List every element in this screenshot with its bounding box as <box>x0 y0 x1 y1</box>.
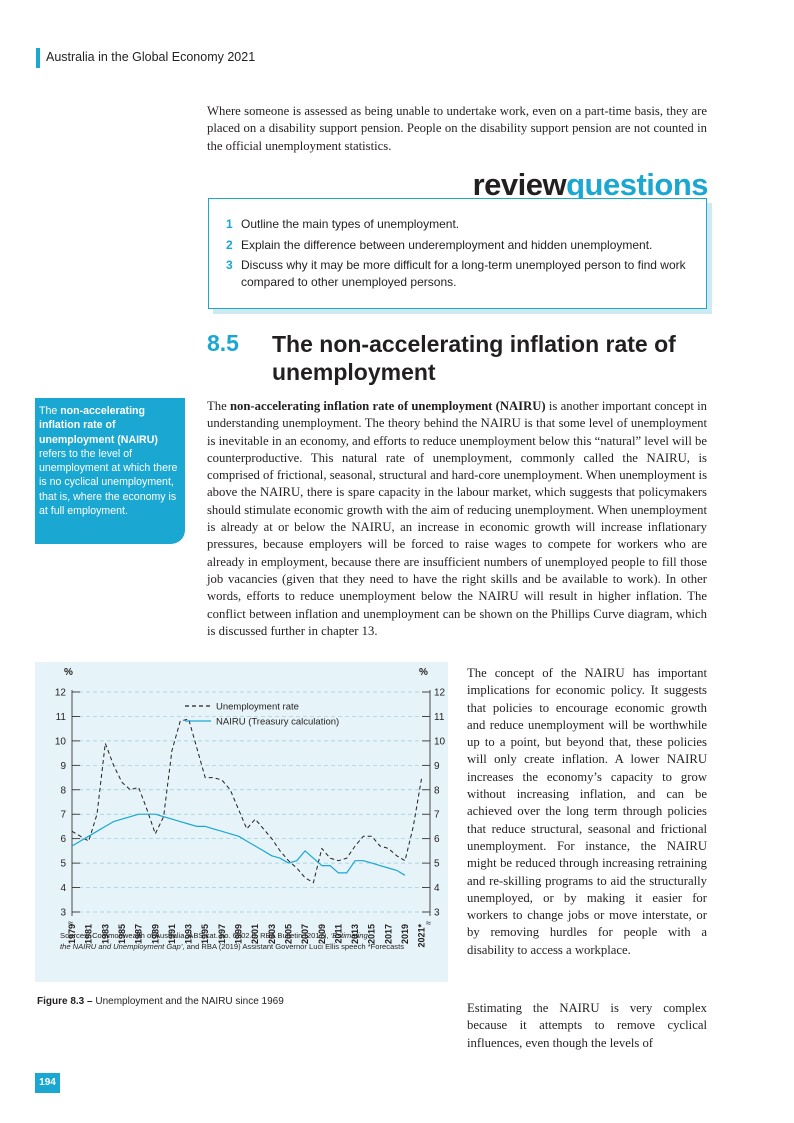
x-tick-label: 2001 <box>250 924 260 944</box>
x-tick-label: 1997 <box>217 924 227 944</box>
y-tick-label-right: 12 <box>434 688 446 699</box>
y-tick-label-right: 10 <box>434 736 446 747</box>
page-number: 194 <box>35 1073 60 1093</box>
y-tick-label-right: 4 <box>434 883 440 894</box>
y-tick-label-right: 11 <box>434 712 445 723</box>
y-tick-label-right: 3 <box>434 908 440 919</box>
main-paragraph: The non-accelerating inflation rate of u… <box>207 398 707 640</box>
figure-caption-text: Unemployment and the NAIRU since 1969 <box>92 996 284 1007</box>
chart-sources: Sources: Commonwealth of Australia, ABS … <box>60 931 368 940</box>
x-tick-label: 2003 <box>267 924 277 944</box>
main-text: is another important concept in understa… <box>207 399 707 638</box>
x-tick-label: 1981 <box>84 924 94 944</box>
definition-text: refers to the level of unemployment at w… <box>39 447 178 518</box>
x-tick-label: 1987 <box>134 924 144 944</box>
x-tick-label: 1995 <box>200 924 210 944</box>
main-term: non-accelerating inflation rate of unemp… <box>229 399 546 413</box>
y-unit-label-left: % <box>64 667 73 678</box>
right-paragraph-2: Estimating the NAIRU is very complex bec… <box>467 1001 707 1050</box>
question-text: Outline the main types of unemployment. <box>241 217 460 231</box>
x-tick-label: 2021* <box>417 924 427 948</box>
y-unit-label-right: % <box>419 667 428 678</box>
legend-entry: Unemployment rate <box>216 702 299 713</box>
definition-lead: The <box>39 405 61 417</box>
chart-panel: ≈ ≈%% 3 3 4 4 5 5 6 6 7 7 8 8 9 9 10 10 11 11 12 12 1979 1981 19… <box>35 662 448 982</box>
review-questions-box <box>208 198 707 309</box>
y-tick-label-left: 12 <box>55 688 67 699</box>
legend-entry: NAIRU (Treasury calculation) <box>216 717 339 728</box>
x-tick-label: 2019 <box>400 924 410 944</box>
definition-box: The non-accelerating inflation rate of u… <box>35 398 185 544</box>
main-lead: The <box>207 399 230 413</box>
axis-break-left: ≈ <box>68 918 73 928</box>
x-tick-label: 1999 <box>234 924 244 944</box>
running-header: Australia in the Global Economy 2021 <box>46 50 256 64</box>
nairu-line <box>71 813 406 876</box>
x-tick-label: 2017 <box>383 924 393 944</box>
x-tick-label: 2007 <box>300 924 310 944</box>
questions-word: questions <box>566 167 708 202</box>
unemployment-nairu-chart: ≈ ≈% % 3 3 4 4 5 5 6 6 7 7 8 8 9 9 10 10 11 11 12 12 1979 1981 19… <box>55 667 446 951</box>
x-tick-label: 1983 <box>100 924 110 944</box>
y-tick-label-left: 4 <box>60 883 66 894</box>
figure-caption: Figure 8.3 – Unemployment and the NAIRU … <box>37 996 284 1007</box>
question-text: Explain the difference between underempl… <box>241 237 653 252</box>
y-tick-label-left: 3 <box>60 908 66 919</box>
intro-paragraph: Where someone is assessed as being unabl… <box>207 104 707 153</box>
right-paragraph-1: The concept of the NAIRU has important i… <box>467 666 707 957</box>
x-tick-label: 1985 <box>117 924 127 944</box>
section-title: The non-accelerating inflation rate of u… <box>272 331 676 385</box>
list-item: 3 Discuss why it may be more difficult fo… <box>226 257 696 290</box>
x-tick-label: 2015 <box>367 924 377 944</box>
definition-term: non-accelerating inflation rate of unemp… <box>39 405 158 446</box>
question-number: 1 <box>226 217 233 231</box>
section-number: 8.5 <box>207 330 239 356</box>
list-item: 1 Outline the main types of unemployment. <box>226 216 696 233</box>
y-tick-label-left: 8 <box>60 785 66 796</box>
y-tick-label-right: 7 <box>434 810 440 821</box>
axis-break-right: ≈ <box>426 918 431 928</box>
list-item: 2 Explain the difference between underemp… <box>226 237 696 254</box>
x-tick-label: 2005 <box>283 924 293 944</box>
review-questions-list: 1 Outline the main types of unemployment.… <box>226 216 696 294</box>
y-tick-label-right: 6 <box>434 834 440 845</box>
header-accent-bar <box>36 48 40 68</box>
unemployment-rate-line <box>71 718 423 884</box>
x-tick-label: 1993 <box>184 924 194 944</box>
y-tick-label-left: 11 <box>56 712 67 723</box>
x-tick-label: 2009 <box>317 924 327 944</box>
y-tick-label-right: 5 <box>434 859 440 870</box>
y-tick-label-left: 9 <box>60 761 66 772</box>
review-word: review <box>472 167 567 202</box>
review-questions-heading: reviewquestions <box>420 166 709 204</box>
question-text: Discuss why it may be more difficult for… <box>241 258 686 289</box>
y-tick-label-right: 8 <box>434 785 440 796</box>
y-tick-label-left: 10 <box>55 736 67 747</box>
x-tick-label: 2013 <box>350 924 360 944</box>
figure-label: Figure 8.3 – <box>37 996 93 1007</box>
y-tick-label-left: 7 <box>60 810 66 821</box>
x-tick-label: 1989 <box>150 924 160 944</box>
question-number: 3 <box>226 258 233 272</box>
chart-sources: the NAIRU and Unemployment Gap’, and RBA… <box>60 942 404 951</box>
y-tick-label-left: 5 <box>60 859 66 870</box>
x-tick-label: 2011 <box>333 924 343 944</box>
y-tick-label-right: 9 <box>434 761 440 772</box>
question-number: 2 <box>226 237 233 252</box>
x-tick-label: 1991 <box>167 924 177 944</box>
x-tick-label: 1979 <box>67 924 77 944</box>
y-tick-label-left: 6 <box>60 834 66 845</box>
